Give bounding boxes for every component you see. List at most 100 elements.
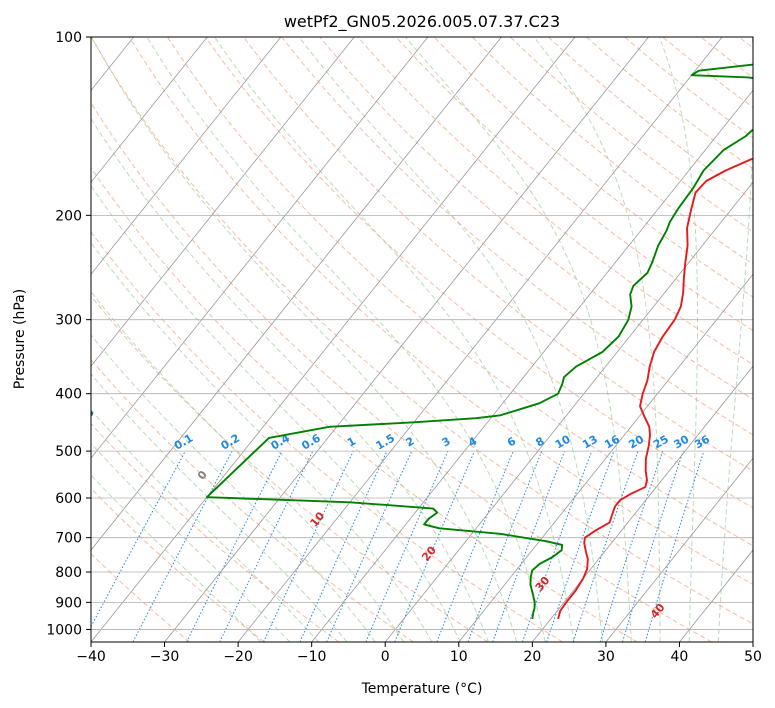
y-tick-label: 1000 [46, 622, 82, 638]
mixing-ratio-line [326, 450, 413, 642]
isotherm-line [91, 37, 429, 459]
y-tick-label: 800 [55, 565, 82, 581]
dry-adiabat-label: 30 [533, 574, 553, 594]
x-tick-label: −10 [297, 649, 327, 665]
x-tick-label: −30 [150, 649, 180, 665]
moist-adiabats [91, 37, 753, 642]
y-tick-label: 300 [55, 313, 82, 329]
moist-adiabat-line [717, 37, 753, 642]
mixing-ratio-line [622, 450, 684, 642]
isotherm-line [164, 37, 649, 642]
mixing-ratio-line [599, 450, 664, 642]
chart-title: wetPf2_GN05.2026.005.07.37.C23 [284, 12, 560, 32]
dry-adiabat-line [91, 295, 489, 642]
y-tick-label: 700 [55, 531, 82, 547]
dry-adiabat-line [91, 553, 190, 642]
isotherm-line [91, 37, 502, 551]
dry-adiabat-line [700, 37, 753, 79]
dewpoint-profile-line [205, 63, 753, 620]
dry-adiabat-line [128, 37, 753, 585]
mixing-ratio-line [186, 450, 283, 642]
profile-series [205, 63, 753, 620]
y-tick-label: 200 [55, 208, 82, 224]
moist-adiabat-line [146, 37, 546, 642]
isotherm-line [458, 273, 753, 642]
y-tick-label: 900 [55, 595, 82, 611]
isotherm-line [237, 37, 723, 642]
moist-adiabat-line [91, 373, 348, 642]
dry-adiabat-label: -10 [74, 406, 97, 430]
mixing-ratio-line [436, 450, 514, 642]
isotherm-line [384, 181, 753, 642]
x-tick-label: 20 [523, 649, 541, 665]
x-tick-label: 10 [450, 649, 468, 665]
moist-adiabat-line [405, 37, 632, 642]
mixing-ratio-label: 4 [466, 434, 479, 449]
dry-adiabat-line [243, 37, 753, 472]
moist-adiabat-line [533, 37, 661, 642]
dry-adiabat-label: 0 [195, 468, 210, 482]
dry-adiabat-line [91, 101, 713, 642]
mixing-ratio-label: 6 [505, 434, 518, 449]
dry-adiabat-line [357, 37, 753, 366]
dry-adiabat-line [91, 167, 638, 642]
x-axis-label: Temperature (°C) [361, 681, 483, 697]
mixing-ratio-label: 20 [626, 432, 646, 451]
dry-adiabat-line [738, 37, 753, 49]
isotherms [91, 37, 753, 642]
moist-adiabat-line [214, 37, 575, 642]
dry-adiabat-line [471, 37, 753, 265]
moist-adiabat-line [91, 409, 319, 642]
dry-adiabat-line [205, 37, 753, 509]
x-ticks: −40 −30 −20 −10 0 10 20 30 40 50 [76, 642, 762, 665]
mixing-ratio-line [546, 450, 615, 642]
x-tick-label: 30 [597, 649, 615, 665]
isotherm-line [91, 37, 282, 275]
dry-adiabat-line [662, 37, 753, 109]
dry-adiabat-line [509, 37, 753, 233]
x-tick-label: 50 [744, 649, 762, 665]
mixing-ratio-line [299, 450, 388, 642]
mixing-ratio-line [492, 450, 565, 642]
dry-adiabat-line [395, 37, 753, 332]
x-tick-label: −20 [223, 649, 253, 665]
mixing-ratio-line [132, 450, 233, 642]
isotherm-line [311, 89, 753, 642]
mixing-ratio-line [572, 450, 639, 642]
y-tick-label: 500 [55, 444, 82, 460]
mixing-ratio-label: 25 [651, 433, 671, 452]
mixing-ratio-line [91, 450, 186, 628]
x-tick-label: 0 [381, 649, 390, 665]
isotherm-line [91, 37, 355, 367]
dry-adiabat-line [319, 37, 753, 400]
dry-adiabat-label: 40 [648, 601, 668, 621]
mixing-ratio-label: 1.5 [374, 432, 397, 453]
temperature-profile-line [557, 157, 753, 620]
isotherm-line [91, 37, 208, 183]
moist-adiabat-line [91, 241, 433, 642]
y-tick-label: 600 [55, 491, 82, 507]
plot-area: 0.10.20.40.611.52346810131620253036-100-… [74, 37, 753, 642]
dry-adiabat-label: 20 [419, 543, 439, 563]
moist-adiabat-line [91, 184, 461, 642]
isotherm-line [679, 549, 753, 642]
mixing-ratio-label: 1 [345, 435, 358, 450]
moist-adiabat-line [91, 290, 405, 642]
dry-adiabat-line [91, 422, 340, 642]
mixing-ratio-line [467, 450, 543, 642]
mixing-ratio-label: 0.6 [299, 431, 323, 452]
mixing-ratio-line [521, 450, 593, 642]
y-tick-label: 100 [55, 30, 82, 46]
y-tick-label: 400 [55, 387, 82, 403]
mixing-ratio-label: 30 [672, 432, 692, 451]
moist-adiabat-line [91, 442, 291, 642]
mixing-ratio-label: 10 [553, 432, 573, 451]
mixing-ratio-line [263, 450, 354, 642]
moist-adiabat-line [91, 334, 376, 642]
mixing-ratio-label: 16 [602, 432, 622, 451]
dry-adiabat-line [281, 37, 753, 436]
isotherm-line [91, 37, 576, 642]
mixing-ratio-lines [91, 450, 705, 642]
isotherm-line [605, 457, 753, 642]
